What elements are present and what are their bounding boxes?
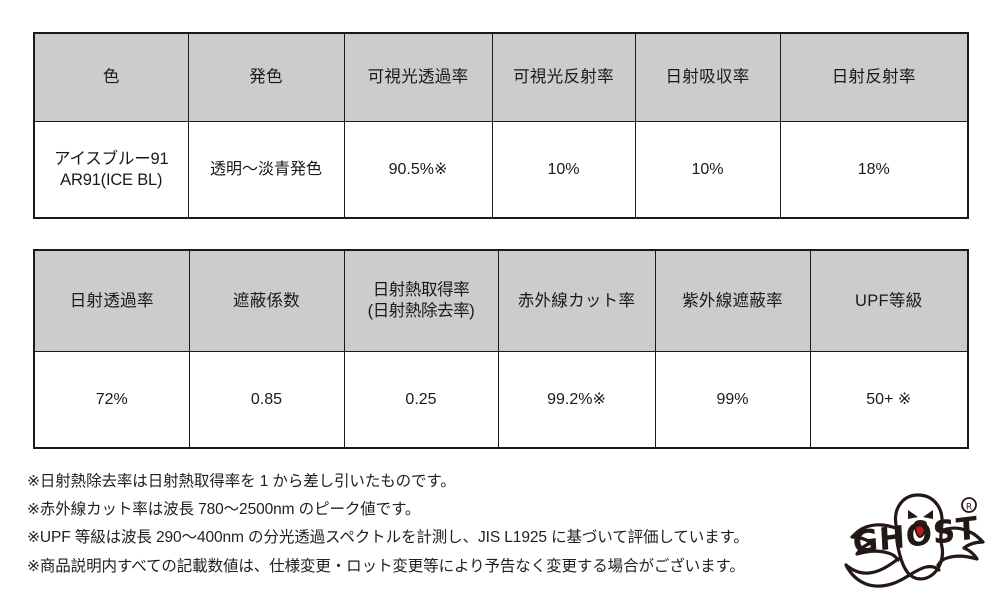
cell-solar-reflectance: 18% [779, 121, 969, 219]
thermal-properties-table: 日射透過率 遮蔽係数 日射熱取得率 (日射熱除去率) 赤外線カット率 紫外線遮蔽… [33, 249, 969, 449]
header-visible-light-reflectance: 可視光反射率 [491, 32, 636, 122]
cell-solar-heat-gain-coefficient: 0.25 [343, 351, 499, 449]
header-shgc-line-2: (日射熱除去率) [367, 302, 475, 320]
cell-infrared-cut-rate: 99.2%※ [497, 351, 656, 449]
header-coloration: 発色 [187, 32, 345, 122]
cell-visible-light-reflectance: 10% [491, 121, 636, 219]
table-row: 72% 0.85 0.25 99.2%※ 99% 50+ ※ [33, 351, 969, 449]
color-name-line-1: アイスブルー91 [54, 149, 169, 168]
ghost-wordmark: GHOST [852, 510, 979, 561]
footnote-item: ※商品説明内すべての記載数値は、仕様変更・ロット変更等により予告なく変更する場合… [27, 557, 745, 575]
ghost-wordmark-text: GHOST [852, 510, 979, 561]
cell-solar-absorptance: 10% [634, 121, 781, 219]
ghost-logo-svg: GHOST R [844, 493, 985, 588]
header-solar-transmittance: 日射透過率 [33, 249, 190, 352]
ghost-body-outline [844, 493, 985, 588]
cell-shading-coefficient: 0.85 [188, 351, 345, 449]
header-shading-coefficient: 遮蔽係数 [188, 249, 345, 352]
header-solar-absorptance: 日射吸収率 [634, 32, 781, 122]
color-name-line-2: AR91(ICE BL) [60, 170, 163, 189]
registered-mark-letter: R [966, 503, 972, 513]
ghost-eyes-icon [908, 510, 933, 519]
cell-visible-light-transmittance: 90.5%※ [343, 121, 493, 219]
header-infrared-cut-rate: 赤外線カット率 [497, 249, 656, 352]
footnote-item: ※赤外線カット率は波長 780〜2500nm のピーク値です。 [27, 501, 421, 519]
cell-coloration: 透明〜淡青発色 [187, 121, 345, 219]
header-shgc-line-1: 日射熱取得率 [372, 281, 470, 300]
header-color: 色 [33, 32, 189, 122]
cell-solar-transmittance: 72% [33, 351, 190, 449]
header-visible-light-transmittance: 可視光透過率 [343, 32, 493, 122]
footnote-item: ※日射熱除去率は日射熱取得率を 1 から差し引いたものです。 [27, 473, 456, 490]
header-solar-heat-gain-coefficient: 日射熱取得率 (日射熱除去率) [343, 249, 499, 352]
table-header-row: 日射透過率 遮蔽係数 日射熱取得率 (日射熱除去率) 赤外線カット率 紫外線遮蔽… [33, 249, 969, 352]
table-row: アイスブルー91 AR91(ICE BL) 透明〜淡青発色 90.5%※ 10%… [33, 121, 969, 219]
registered-mark-icon: R [961, 497, 977, 513]
header-upf-rating: UPF等級 [809, 249, 969, 352]
footnote-item: ※UPF 等級は波長 290〜400nm の分光透過スペクトルを計測し、JIS … [27, 529, 749, 547]
header-solar-reflectance: 日射反射率 [779, 32, 969, 122]
optical-properties-table: 色 発色 可視光透過率 可視光反射率 日射吸収率 日射反射率 アイスブルー91 … [33, 32, 969, 219]
footnote-list: ※日射熱除去率は日射熱取得率を 1 から差し引いたものです。 ※赤外線カット率は… [27, 468, 857, 581]
table-header-row: 色 発色 可視光透過率 可視光反射率 日射吸収率 日射反射率 [33, 32, 969, 122]
cell-uv-blocking-rate: 99% [654, 351, 811, 449]
cell-upf-rating: 50+ ※ [809, 351, 969, 449]
cell-color-name: アイスブルー91 AR91(ICE BL) [33, 121, 189, 219]
header-uv-blocking-rate: 紫外線遮蔽率 [654, 249, 811, 352]
ghost-tongue-icon [913, 520, 928, 539]
ghost-logo: GHOST R [836, 487, 996, 592]
